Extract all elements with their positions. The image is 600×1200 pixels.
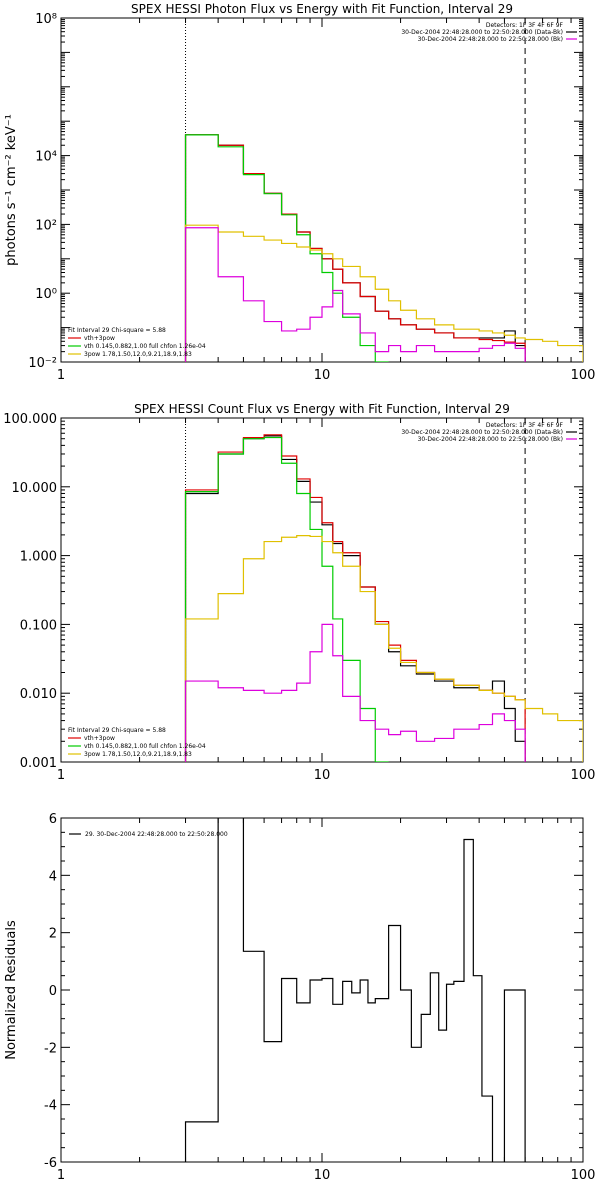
header-line: 30-Dec-2004 22:48:28.000 to 22:50:28.000… [401, 429, 563, 436]
fit-annotations: Fit Interval 29 Chi-square = 5.88vth+3po… [68, 727, 206, 758]
legend-label: 29. 30-Dec-2004 22:48:28.000 to 22:50:28… [85, 831, 228, 838]
y-tick-label: 0 [49, 984, 57, 999]
y-tick-label: 0.001 [20, 756, 57, 771]
y-tick-label: 100.000 [3, 412, 57, 427]
y-tick-label: 0.100 [20, 618, 57, 633]
x-tick-label: 100 [571, 1168, 596, 1183]
annotation-line: vth 0.145,0.882,1.00 full chfon 1.26e-04 [84, 343, 206, 350]
header-line: 30-Dec-2004 22:48:28.000 to 22:50:28.000… [401, 29, 563, 36]
fit-annotations: Fit Interval 29 Chi-square = 5.88vth+3po… [68, 327, 206, 358]
series-line-1 [184, 434, 526, 762]
x-tick-label: 100 [571, 368, 596, 383]
series-line-2 [184, 436, 389, 762]
series-line-3 [184, 224, 583, 362]
chart-panel-2: SPEX HESSI Count Flux vs Energy with Fit… [3, 402, 595, 783]
y-tick-label: 10⁴ [35, 150, 57, 165]
y-tick-label: 10⁸ [35, 12, 57, 27]
chart-title: SPEX HESSI Photon Flux vs Energy with Fi… [131, 2, 513, 16]
header-line: 30-Dec-2004 22:48:28.000 to 22:50:28.000… [418, 436, 563, 443]
series-line-4 [184, 623, 526, 762]
y-tick-label: -4 [44, 1099, 57, 1114]
series-group [184, 134, 583, 362]
annotation-line: Fit Interval 29 Chi-square = 5.88 [68, 327, 166, 334]
x-tick-label: 100 [571, 768, 596, 783]
residual-legend: 29. 30-Dec-2004 22:48:28.000 to 22:50:28… [69, 831, 228, 838]
y-axis-label: photons s⁻¹ cm⁻² keV⁻¹ [4, 114, 19, 266]
x-tick-label: 1 [57, 768, 65, 783]
annotation-line: Fit Interval 29 Chi-square = 5.88 [68, 727, 166, 734]
y-tick-label: 1.000 [20, 550, 57, 565]
x-tick-label: 10 [314, 1168, 331, 1183]
chart-title: SPEX HESSI Count Flux vs Energy with Fit… [134, 402, 510, 416]
y-tick-label: 10⁻² [28, 356, 57, 371]
x-tick-label: 1 [57, 368, 65, 383]
plot-frame [60, 417, 584, 763]
y-tick-label: 2 [49, 927, 57, 942]
header-line: Detectors: 1F 3F 4F 6F 9F [486, 22, 564, 29]
y-tick-label: 6 [49, 812, 57, 827]
y-tick-label: 0.010 [20, 687, 57, 702]
series-line-4 [184, 227, 526, 362]
chart-panel-3: 1 10 100 -6 -4 -2 0 2 4 6 Normalized Residuals 29. … [4, 812, 595, 1183]
annotation-line: vth+3pow [84, 335, 115, 342]
y-tick-label: -6 [44, 1156, 57, 1171]
series-line-3 [184, 535, 583, 762]
y-tick-label: -2 [44, 1041, 57, 1056]
y-tick-label: 10⁰ [35, 287, 57, 302]
series-group [184, 818, 526, 1162]
header-line: Detectors: 1F 3F 4F 6F 9F [486, 422, 564, 429]
x-tick-label: 1 [57, 1168, 65, 1183]
y-tick-label: 10² [35, 218, 57, 233]
annotation-line: 3pow 1.78,1.50,12.0,9.21,18.9,1.83 [84, 351, 192, 358]
y-axis-label: Normalized Residuals [4, 920, 19, 1060]
series-group [184, 434, 583, 762]
annotation-line: vth+3pow [84, 735, 115, 742]
y-tick-label: 10.000 [12, 481, 58, 496]
annotation-line: vth 0.145,0.882,1.00 full chfon 1.26e-04 [84, 743, 206, 750]
series-line-0 [184, 818, 526, 1162]
y-tick-label: 4 [49, 869, 57, 884]
chart-panel-1: SPEX HESSI Photon Flux vs Energy with Fi… [4, 2, 595, 383]
series-line-1 [184, 134, 526, 362]
series-line-0 [184, 134, 526, 362]
series-line-0 [184, 435, 526, 762]
series-line-2 [184, 134, 389, 362]
x-tick-label: 10 [314, 368, 331, 383]
x-tick-label: 10 [314, 768, 331, 783]
header-line: 30-Dec-2004 22:48:28.000 to 22:50:28.000… [418, 36, 563, 43]
annotation-line: 3pow 1.78,1.50,12.0,9.21,18.9,1.83 [84, 751, 192, 758]
